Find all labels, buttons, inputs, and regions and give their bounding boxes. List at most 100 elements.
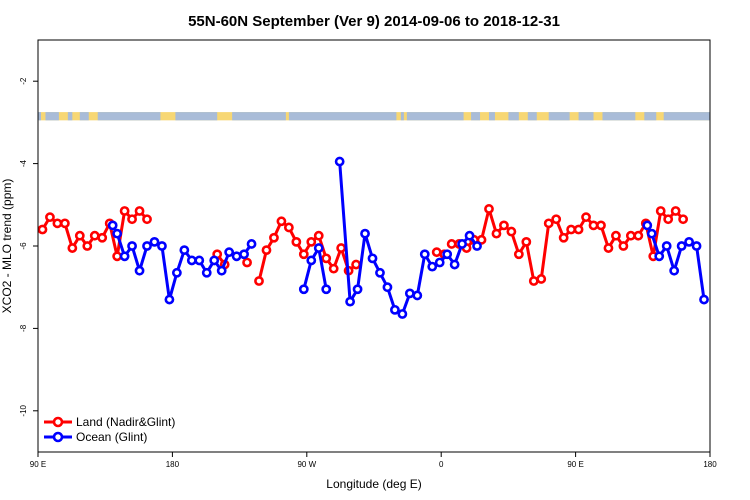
data-point xyxy=(484,204,494,214)
data-point xyxy=(625,230,636,241)
data-point xyxy=(345,296,356,307)
data-point xyxy=(298,249,309,260)
data-point xyxy=(89,230,100,241)
map-strip-ocean-patch xyxy=(67,112,73,121)
data-point xyxy=(201,267,212,278)
data-point xyxy=(528,276,539,286)
map-strip-ocean-patch xyxy=(406,112,464,121)
data-point xyxy=(67,243,78,253)
data-point xyxy=(655,206,666,216)
map-strip-ocean-patch xyxy=(578,112,594,121)
data-point xyxy=(476,234,487,245)
map-strip-ocean-patch xyxy=(488,112,495,121)
x-tick-label: 180 xyxy=(166,460,180,469)
series-1 xyxy=(107,156,709,319)
data-point xyxy=(390,304,400,315)
map-strip-ocean-patch xyxy=(663,112,710,121)
data-point xyxy=(149,236,160,247)
data-point xyxy=(74,230,85,241)
map-strip-ocean-patch xyxy=(79,112,89,121)
data-point xyxy=(676,241,687,251)
data-point xyxy=(642,220,653,231)
data-point xyxy=(581,212,591,223)
data-point xyxy=(412,290,423,301)
data-point xyxy=(321,253,332,264)
data-point xyxy=(52,218,63,229)
data-point xyxy=(663,214,674,225)
data-point xyxy=(194,255,205,266)
data-point xyxy=(588,220,599,231)
data-point xyxy=(382,282,393,293)
data-point xyxy=(134,265,145,276)
x-axis-label: Longitude (deg E) xyxy=(326,477,421,491)
data-point xyxy=(37,224,48,235)
map-strip-ocean-patch xyxy=(644,112,657,121)
data-point xyxy=(276,216,287,227)
legend: Land (Nadir&Glint) Ocean (Glint) xyxy=(44,415,175,444)
legend-land-marker xyxy=(52,416,64,428)
data-point xyxy=(375,267,385,278)
map-strip-ocean-patch xyxy=(548,112,570,121)
data-point xyxy=(499,220,509,231)
data-point xyxy=(404,288,415,299)
map-strip-ocean-patch xyxy=(508,112,519,121)
data-point xyxy=(351,259,361,270)
data-point xyxy=(254,276,264,286)
series-layer xyxy=(37,156,709,319)
map-strip-ocean-patch xyxy=(400,112,404,121)
data-point xyxy=(684,236,694,247)
data-point xyxy=(573,224,584,235)
y-tick-label: -4 xyxy=(19,159,28,167)
data-point xyxy=(449,259,460,270)
data-point xyxy=(142,241,152,251)
map-strip-ocean-patch xyxy=(97,112,161,121)
x-tick-label: 90 W xyxy=(297,460,316,469)
x-axis: 90 E 180 90 W 0 90 E 180 xyxy=(30,452,717,469)
data-point xyxy=(442,249,453,260)
data-point xyxy=(367,253,378,264)
data-point xyxy=(306,255,317,266)
data-point xyxy=(513,249,524,260)
data-point xyxy=(699,294,709,305)
data-point xyxy=(464,230,475,241)
data-point xyxy=(434,257,445,268)
y-axis-label: XCO2 - MLO trend (ppm) xyxy=(0,179,14,314)
legend-ocean-label: Ocean (Glint) xyxy=(76,430,147,444)
data-point xyxy=(209,255,220,266)
data-point xyxy=(59,218,70,229)
map-strip-ocean-patch xyxy=(45,112,59,121)
data-point xyxy=(566,224,577,235)
data-point xyxy=(171,267,182,278)
y-tick-label: -6 xyxy=(19,242,28,250)
data-point xyxy=(127,214,137,225)
x-tick-label: 0 xyxy=(439,460,444,469)
map-strip xyxy=(38,112,710,121)
data-point xyxy=(164,294,175,305)
map-strip-ocean-patch xyxy=(471,112,481,121)
data-point xyxy=(603,243,614,253)
data-point xyxy=(242,257,252,268)
data-point xyxy=(328,263,339,274)
y-tick-label: -2 xyxy=(19,77,28,85)
data-point xyxy=(119,206,130,216)
data-point xyxy=(491,228,502,239)
data-point xyxy=(558,232,569,243)
data-point xyxy=(678,214,689,225)
data-point xyxy=(231,251,242,262)
data-point xyxy=(691,241,702,251)
legend-land-label: Land (Nadir&Glint) xyxy=(76,415,175,429)
data-point xyxy=(618,241,629,251)
map-strip-ocean-patch xyxy=(38,112,41,121)
data-point xyxy=(283,222,294,233)
data-point xyxy=(397,309,408,319)
data-point xyxy=(157,241,167,251)
data-point xyxy=(419,249,430,260)
data-point xyxy=(521,236,532,247)
data-point xyxy=(646,228,657,239)
data-point xyxy=(107,220,118,231)
y-axis: -2 -4 -6 -8 -10 xyxy=(19,77,38,417)
data-point xyxy=(551,214,562,225)
data-point xyxy=(179,245,190,256)
data-point xyxy=(431,247,442,258)
